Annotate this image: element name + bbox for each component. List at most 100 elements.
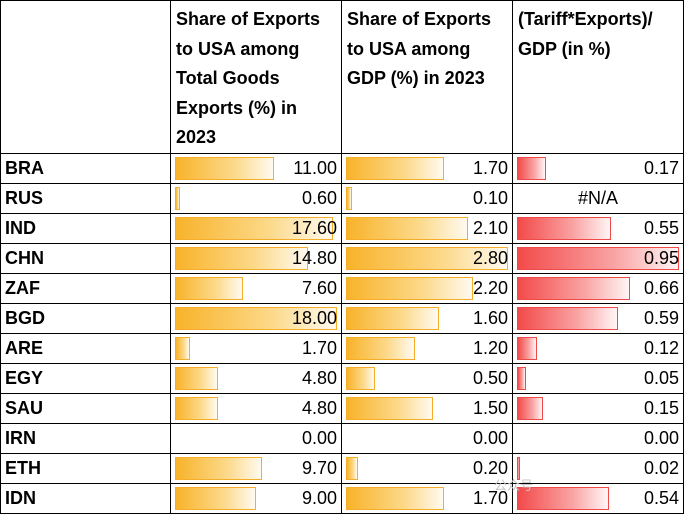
country-code: BGD — [0, 302, 171, 334]
country-code: IRN — [0, 422, 171, 454]
country-code: IND — [0, 212, 171, 244]
tariff-gdp-cell: 0.15 — [512, 392, 684, 424]
table-row: IDN 9.00 1.70 0.54 — [0, 482, 684, 514]
data-bar — [175, 186, 180, 210]
country-code: ARE — [0, 332, 171, 364]
data-bar — [175, 486, 256, 510]
share-gdp-cell: 0.20 — [341, 452, 513, 484]
share-total-cell: 17.60 — [170, 212, 342, 244]
data-bar — [175, 396, 218, 420]
cell-value: 0.66 — [643, 277, 679, 298]
country-code: ETH — [0, 452, 171, 484]
tariff-gdp-cell: 0.17 — [512, 152, 684, 184]
data-bar — [517, 246, 679, 270]
cell-value: 9.00 — [301, 487, 337, 508]
share-total-cell: 18.00 — [170, 302, 342, 334]
cell-value: 1.60 — [472, 307, 508, 328]
share-total-cell: 0.60 — [170, 182, 342, 214]
cell-value: 0.00 — [301, 427, 337, 448]
country-code: IDN — [0, 482, 171, 514]
share-total-cell: 4.80 — [170, 392, 342, 424]
share-gdp-cell: 1.50 — [341, 392, 513, 424]
share-gdp-cell: 2.20 — [341, 272, 513, 304]
cell-value: 0.55 — [643, 217, 679, 238]
cell-value: 0.02 — [643, 457, 679, 478]
share-total-cell: 1.70 — [170, 332, 342, 364]
data-bar — [517, 216, 611, 240]
tariff-gdp-cell: 0.00 — [512, 422, 684, 454]
share-gdp-cell: 0.00 — [341, 422, 513, 454]
country-code: BRA — [0, 152, 171, 184]
cell-value: 1.20 — [472, 337, 508, 358]
data-bar — [346, 246, 508, 270]
cell-value: 0.17 — [643, 157, 679, 178]
table-row: ETH 9.70 0.20 0.02 — [0, 452, 684, 484]
share-gdp-cell: 1.70 — [341, 482, 513, 514]
header-share-gdp: Share of Exports to USA among GDP (%) in… — [341, 0, 513, 154]
country-code: RUS — [0, 182, 171, 214]
cell-value: 0.60 — [301, 187, 337, 208]
data-bar — [346, 366, 375, 390]
cell-value: 1.70 — [472, 157, 508, 178]
cell-value: 18.00 — [291, 307, 337, 328]
share-gdp-cell: 1.60 — [341, 302, 513, 334]
data-bar — [346, 186, 352, 210]
data-bar — [175, 366, 218, 390]
cell-value: 0.15 — [643, 397, 679, 418]
cell-value: 4.80 — [301, 367, 337, 388]
cell-value: 7.60 — [301, 277, 337, 298]
cell-value: 2.80 — [472, 247, 508, 268]
cell-value: 0.00 — [472, 427, 508, 448]
cell-value: 0.95 — [643, 247, 679, 268]
table-row: IRN 0.00 0.00 0.00 — [0, 422, 684, 454]
cell-value: 11.00 — [293, 157, 337, 178]
cell-value: 1.50 — [472, 397, 508, 418]
tariff-gdp-cell: 0.12 — [512, 332, 684, 364]
data-bar — [175, 156, 274, 180]
data-bar — [346, 276, 473, 300]
tariff-gdp-cell: 0.66 — [512, 272, 684, 304]
header-corner-cell — [0, 0, 171, 154]
table-row: EGY 4.80 0.50 0.05 — [0, 362, 684, 394]
data-bar — [346, 336, 415, 360]
share-total-cell: 7.60 — [170, 272, 342, 304]
data-bar — [517, 336, 537, 360]
share-gdp-cell: 2.10 — [341, 212, 513, 244]
share-gdp-cell: 1.70 — [341, 152, 513, 184]
data-bar — [175, 216, 333, 240]
table-row: BRA 11.00 1.70 0.17 — [0, 152, 684, 184]
country-code: EGY — [0, 362, 171, 394]
data-bar — [346, 306, 439, 330]
share-gdp-cell: 2.80 — [341, 242, 513, 274]
header-row: Share of Exports to USA among Total Good… — [0, 0, 684, 154]
table-row: RUS 0.60 0.10 #N/A — [0, 182, 684, 214]
tariff-gdp-cell: 0.55 — [512, 212, 684, 244]
country-code: CHN — [0, 242, 171, 274]
header-tariff-gdp: (Tariff*Exports)/ GDP (in %) — [512, 0, 684, 154]
share-total-cell: 0.00 — [170, 422, 342, 454]
share-total-cell: 9.70 — [170, 452, 342, 484]
data-bar — [346, 156, 444, 180]
cell-value: 0.54 — [643, 487, 679, 508]
watermark: 公众号 — [494, 478, 534, 493]
data-bar — [517, 396, 543, 420]
tariff-gdp-cell: 0.59 — [512, 302, 684, 334]
data-bar — [517, 456, 520, 480]
data-bar — [346, 456, 358, 480]
data-bar — [175, 456, 262, 480]
cell-value: 0.10 — [472, 187, 508, 208]
tariff-gdp-cell: 0.02 — [512, 452, 684, 484]
data-bar — [517, 276, 630, 300]
country-code: SAU — [0, 392, 171, 424]
table-body: BRA 11.00 1.70 0.17 RUS 0.60 0.10 #N/A IND 17.60 2… — [0, 152, 684, 514]
share-total-cell: 14.80 — [170, 242, 342, 274]
cell-value: 0.12 — [643, 337, 679, 358]
tariff-gdp-cell: 0.95 — [512, 242, 684, 274]
cell-value: 0.59 — [643, 307, 679, 328]
data-bar — [517, 156, 546, 180]
cell-value: 2.10 — [472, 217, 508, 238]
share-total-cell: 9.00 — [170, 482, 342, 514]
cell-value: #N/A — [577, 187, 619, 208]
header-share-total-exports: Share of Exports to USA among Total Good… — [170, 0, 342, 154]
